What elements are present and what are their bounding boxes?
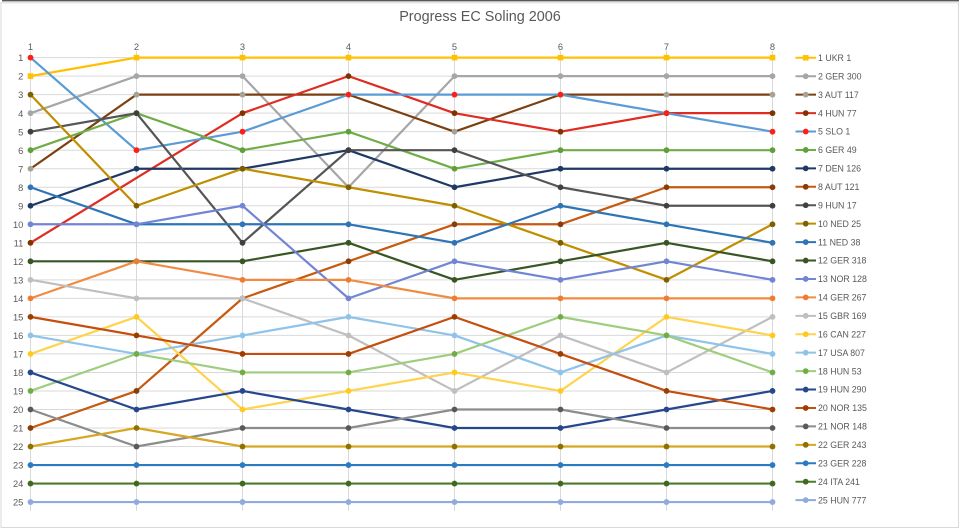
svg-text:3 AUT 117: 3 AUT 117: [818, 90, 859, 100]
svg-text:16 CAN 227: 16 CAN 227: [818, 329, 866, 339]
svg-text:22 GER 243: 22 GER 243: [818, 440, 867, 450]
svg-text:18 HUN 53: 18 HUN 53: [818, 366, 862, 376]
svg-text:2: 2: [134, 42, 139, 52]
svg-text:10: 10: [13, 220, 23, 230]
svg-text:8 AUT 121: 8 AUT 121: [818, 182, 860, 192]
svg-text:16: 16: [13, 331, 23, 341]
svg-text:14 GER 267: 14 GER 267: [818, 293, 867, 303]
svg-text:19 HUN 290: 19 HUN 290: [818, 385, 867, 395]
svg-text:3: 3: [240, 42, 245, 52]
svg-text:20: 20: [13, 405, 23, 415]
svg-text:15 GBR 169: 15 GBR 169: [818, 311, 867, 321]
svg-text:9: 9: [18, 201, 23, 211]
svg-text:8: 8: [18, 183, 23, 193]
svg-text:25 HUN 777: 25 HUN 777: [818, 495, 867, 505]
svg-text:17: 17: [13, 350, 23, 360]
svg-text:20 NOR 135: 20 NOR 135: [818, 403, 867, 413]
svg-text:2 GER 300: 2 GER 300: [818, 71, 862, 81]
svg-text:21: 21: [13, 424, 23, 434]
svg-text:1: 1: [18, 53, 23, 63]
svg-text:24: 24: [13, 479, 23, 489]
svg-text:22: 22: [13, 442, 23, 452]
svg-text:2: 2: [18, 72, 23, 82]
svg-text:12: 12: [13, 257, 23, 267]
svg-text:4: 4: [18, 109, 23, 119]
svg-text:11 NED 38: 11 NED 38: [818, 237, 860, 247]
svg-text:3: 3: [18, 90, 23, 100]
svg-text:8: 8: [770, 42, 775, 52]
svg-text:14: 14: [13, 294, 23, 304]
svg-text:4: 4: [346, 42, 351, 52]
svg-text:13: 13: [13, 275, 23, 285]
svg-text:23: 23: [13, 461, 23, 471]
svg-text:7 DEN 126: 7 DEN 126: [818, 164, 861, 174]
svg-text:19: 19: [13, 387, 23, 397]
svg-text:15: 15: [13, 312, 23, 322]
svg-text:5: 5: [452, 42, 457, 52]
svg-text:21 NOR 148: 21 NOR 148: [818, 422, 867, 432]
svg-text:17 USA 807: 17 USA 807: [818, 348, 865, 358]
svg-text:25: 25: [13, 498, 23, 508]
svg-text:11: 11: [14, 238, 24, 248]
svg-text:18: 18: [13, 368, 23, 378]
svg-text:7: 7: [18, 164, 23, 174]
svg-text:Progress EC Soling 2006: Progress EC Soling 2006: [399, 9, 561, 25]
svg-text:4 HUN 77: 4 HUN 77: [818, 108, 857, 118]
svg-text:5: 5: [18, 127, 23, 137]
svg-text:1 UKR 1: 1 UKR 1: [818, 53, 851, 63]
svg-text:5 SLO 1: 5 SLO 1: [818, 127, 850, 137]
svg-text:23 GER 228: 23 GER 228: [818, 458, 867, 468]
svg-text:6 GER 49: 6 GER 49: [818, 145, 857, 155]
svg-text:12 GER 318: 12 GER 318: [818, 256, 867, 266]
svg-text:24 ITA 241: 24 ITA 241: [818, 477, 860, 487]
svg-text:9 HUN 17: 9 HUN 17: [818, 200, 857, 210]
svg-text:6: 6: [558, 42, 563, 52]
svg-text:13 NOR 128: 13 NOR 128: [818, 274, 867, 284]
svg-text:1: 1: [28, 42, 33, 52]
svg-text:10 NED 25: 10 NED 25: [818, 219, 861, 229]
svg-text:7: 7: [664, 42, 669, 52]
svg-text:6: 6: [18, 146, 23, 156]
